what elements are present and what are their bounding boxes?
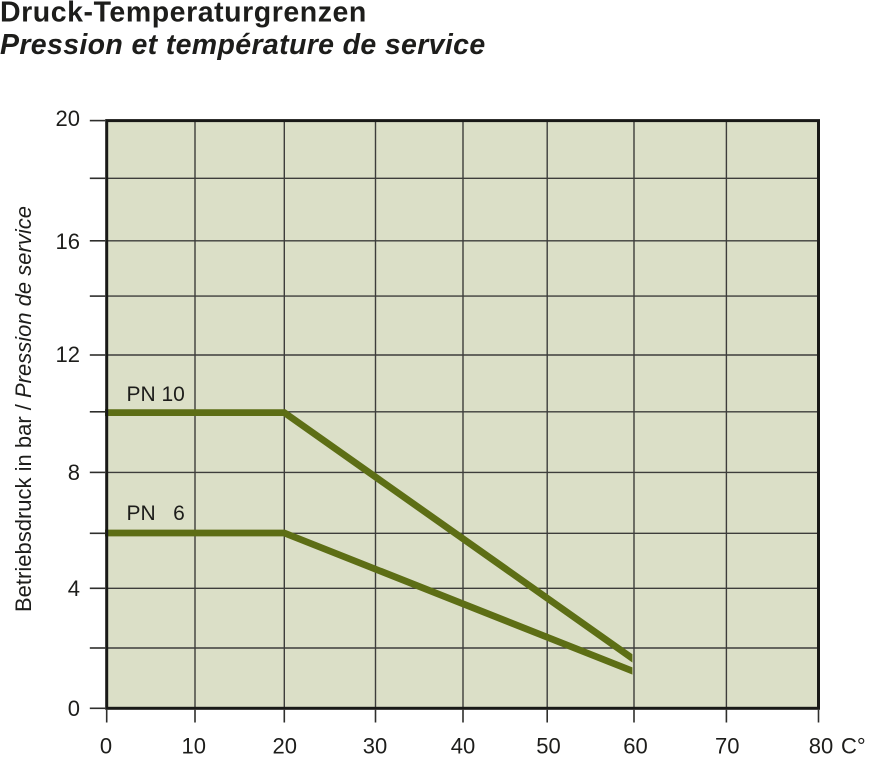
svg-text:0: 0: [68, 696, 80, 721]
svg-text:Druck-Temperaturgrenzen: Druck-Temperaturgrenzen: [0, 0, 367, 29]
svg-text:60: 60: [623, 734, 647, 759]
svg-text:50: 50: [536, 734, 560, 759]
svg-text:Betriebsdruck in bar / Pressio: Betriebsdruck in bar / Pression de servi…: [11, 206, 36, 612]
svg-text:16: 16: [56, 229, 80, 254]
svg-text:Pression et température de ser: Pression et température de service: [0, 29, 486, 61]
svg-text:30: 30: [363, 734, 387, 759]
svg-text:8: 8: [68, 460, 80, 485]
svg-text:4: 4: [68, 576, 80, 601]
svg-text:20: 20: [273, 734, 297, 759]
svg-text:0: 0: [100, 734, 112, 759]
svg-text:10: 10: [161, 383, 184, 406]
svg-text:PN: PN: [127, 502, 156, 525]
svg-text:10: 10: [181, 734, 205, 759]
svg-text:C°: C°: [841, 734, 866, 759]
svg-text:PN: PN: [127, 383, 156, 406]
svg-text:80: 80: [809, 734, 833, 759]
svg-text:20: 20: [56, 106, 80, 131]
svg-text:70: 70: [715, 734, 739, 759]
svg-text:40: 40: [451, 734, 475, 759]
svg-text:12: 12: [56, 342, 80, 367]
svg-text:6: 6: [173, 502, 185, 525]
